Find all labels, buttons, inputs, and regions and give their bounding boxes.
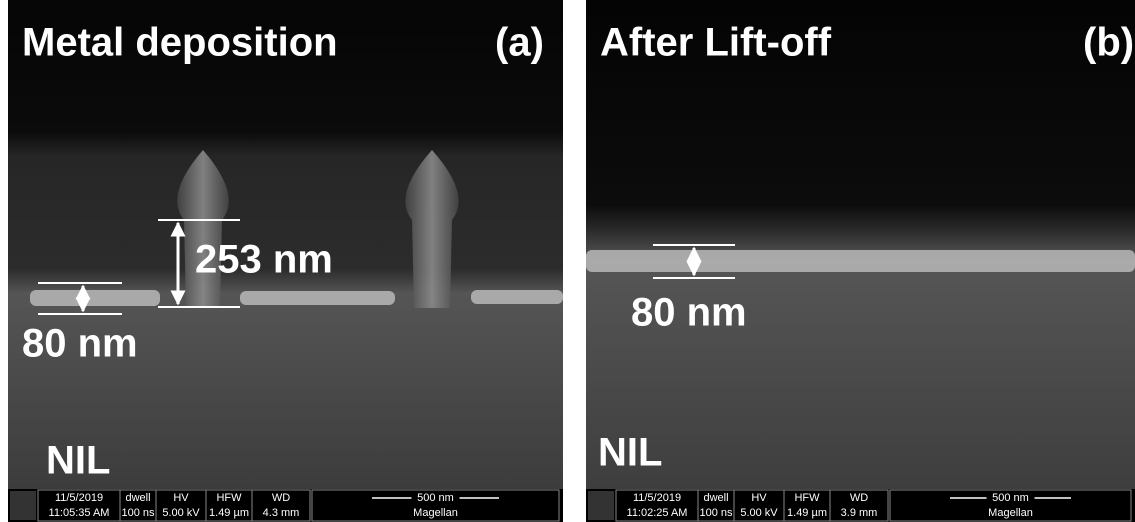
scale-label: 500 nm bbox=[992, 492, 1029, 504]
logo bbox=[588, 491, 614, 520]
metal-layer bbox=[471, 290, 563, 304]
databar-value: 100 ns bbox=[121, 507, 155, 519]
panel-label: (b) bbox=[1083, 21, 1134, 65]
metal-layer bbox=[586, 250, 1135, 272]
databar-value: 11:05:35 AM bbox=[49, 507, 110, 519]
dimension-label: 253 nm bbox=[195, 238, 333, 282]
instrument: Magellan bbox=[988, 507, 1033, 519]
panel: After Lift-off (b) NIL 80 nm 11/5/2019 11:02:… bbox=[586, 0, 1135, 522]
databar-value: 5.00 kV bbox=[740, 507, 778, 519]
databar-label: HV bbox=[173, 492, 189, 504]
logo bbox=[10, 491, 36, 520]
panel: Metal deposition (a) NIL 253 nm 80 nm 11/5/20… bbox=[8, 0, 563, 522]
databar-value: 100 ns bbox=[699, 507, 733, 519]
databar-label: dwell bbox=[125, 492, 150, 504]
dimension-label: 80 nm bbox=[631, 291, 747, 335]
databar-label: 11/5/2019 bbox=[633, 492, 681, 504]
databar-label: WD bbox=[850, 492, 868, 504]
databar-label: HV bbox=[751, 492, 767, 504]
databar-value: 5.00 kV bbox=[162, 507, 200, 519]
panel-label: (a) bbox=[495, 21, 544, 65]
figure: Metal deposition (a) NIL 253 nm 80 nm 11/5/20… bbox=[0, 0, 1135, 522]
databar-label: 11/5/2019 bbox=[55, 492, 103, 504]
databar-value: 3.9 mm bbox=[841, 507, 878, 519]
databar-label: WD bbox=[272, 492, 290, 504]
substrate-label: NIL bbox=[598, 431, 662, 475]
databar-label: HFW bbox=[216, 492, 242, 504]
databar-value: 4.3 mm bbox=[263, 507, 300, 519]
databar-value: 1.49 µm bbox=[787, 507, 827, 519]
metal-layer bbox=[240, 291, 395, 305]
databar-value: 11:02:25 AM bbox=[627, 507, 688, 519]
databar-value: 1.49 µm bbox=[209, 507, 249, 519]
scale-label: 500 nm bbox=[417, 492, 454, 504]
instrument: Magellan bbox=[413, 507, 458, 519]
dimension-label: 80 nm bbox=[22, 322, 138, 366]
databar-label: HFW bbox=[794, 492, 820, 504]
panel-title: After Lift-off bbox=[600, 21, 832, 65]
substrate-label: NIL bbox=[46, 439, 110, 483]
panel-title: Metal deposition bbox=[22, 21, 338, 65]
databar-label: dwell bbox=[703, 492, 728, 504]
page: Metal deposition (a) NIL 253 nm 80 nm 11/5/20… bbox=[0, 0, 1135, 522]
metal-layer bbox=[30, 290, 160, 306]
